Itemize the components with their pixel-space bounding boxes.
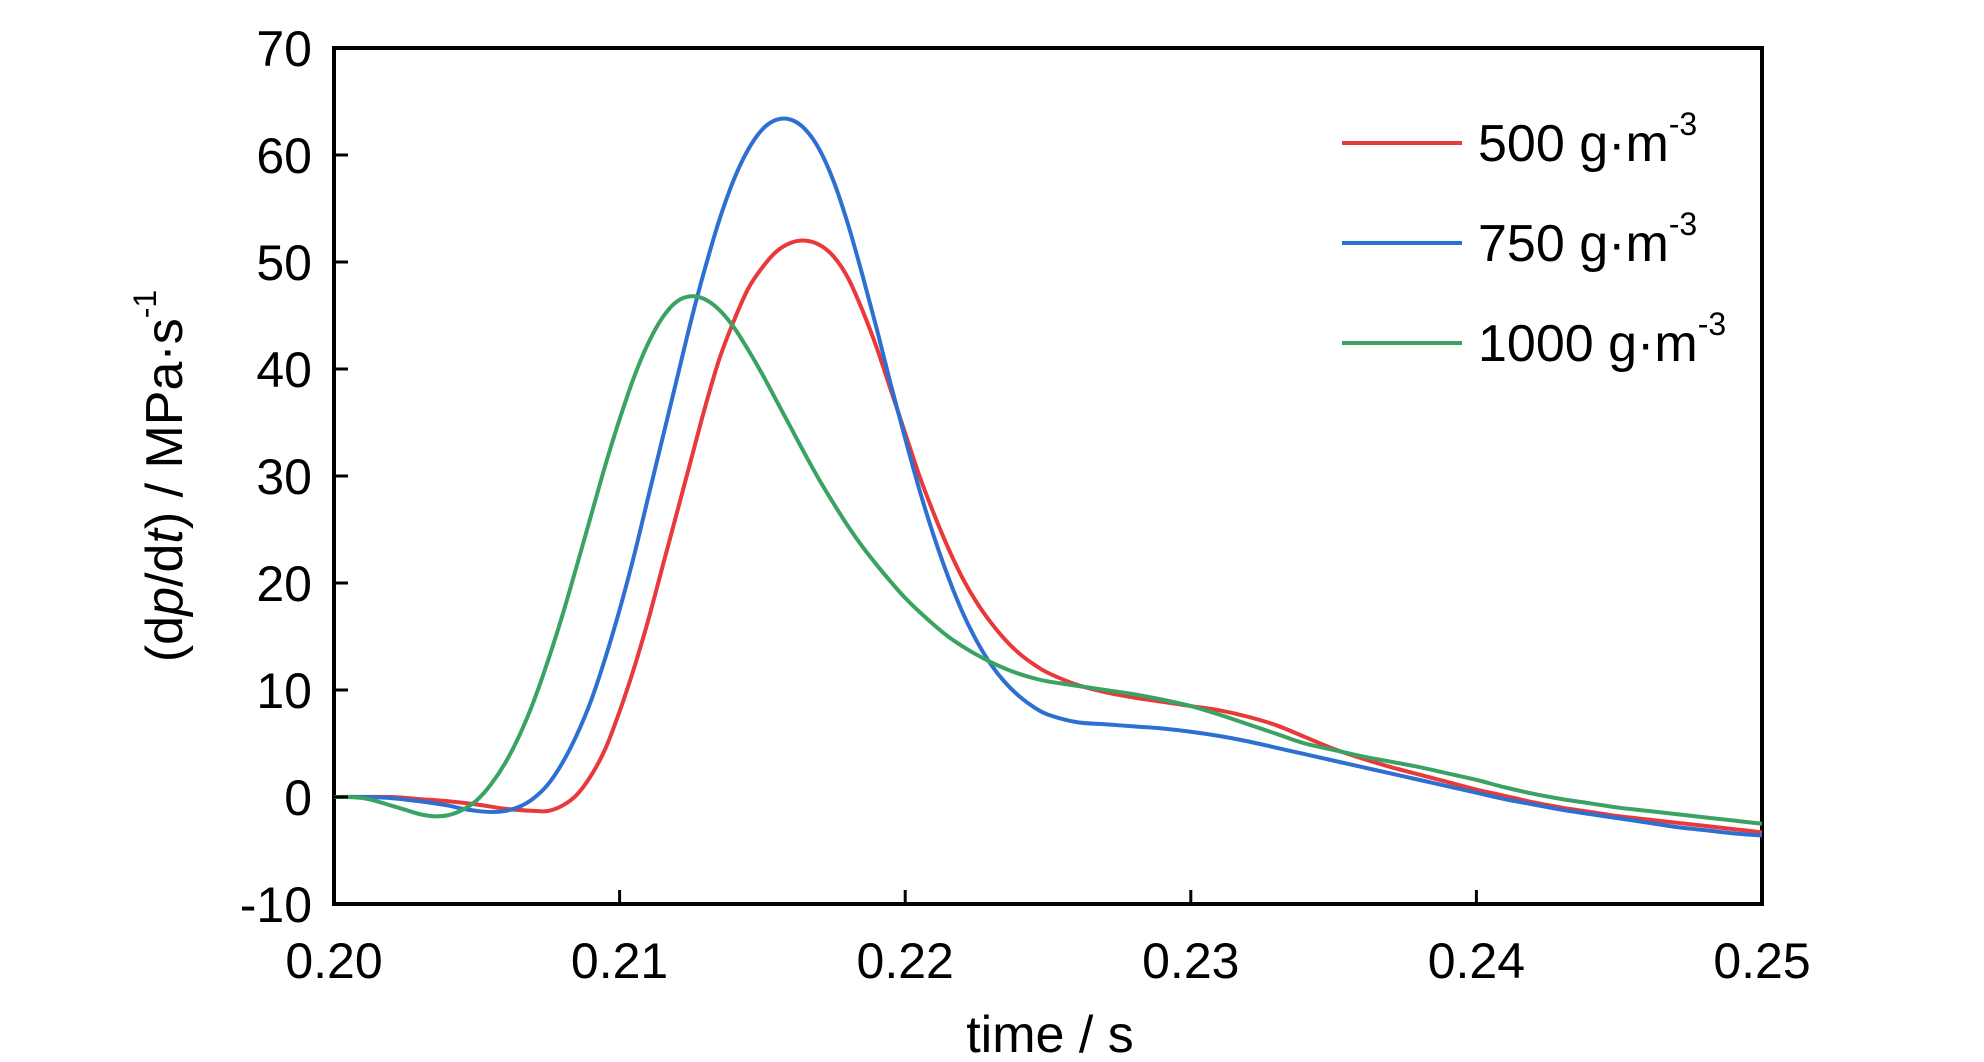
legend-label-750: 750 g·m-3 (1478, 206, 1697, 273)
y-tick-label-4: 30 (256, 449, 312, 505)
series-line-1 (333, 116, 1763, 838)
x-tick-label-4: 0.24 (1428, 933, 1525, 989)
y-axis-label: (dp/dt) / MPa·s-1 (127, 290, 194, 662)
x-tick-label-1: 0.21 (571, 933, 668, 989)
tick-layer: 0.20 0.21 0.22 0.23 0.24 0.25 -10 0 10 20 30 40 50 60… (240, 21, 1811, 989)
legend-label-500: 500 g·m-3 (1478, 106, 1697, 173)
y-tick-label-1: 0 (284, 770, 312, 826)
plot-frame (332, 46, 1764, 906)
series-layer (333, 116, 1763, 838)
series-line-2 (333, 294, 1763, 826)
y-tick-label-2: 10 (256, 663, 312, 719)
x-tick-label-0: 0.20 (285, 933, 382, 989)
legend-item-750: 750 g·m-3 (1342, 206, 1697, 273)
legend-item-500: 500 g·m-3 (1342, 106, 1697, 173)
y-tick-label-7: 60 (256, 128, 312, 184)
legend-label-1000: 1000 g·m-3 (1478, 306, 1726, 373)
legend: 500 g·m-3 750 g·m-3 1000 g·m-3 (1342, 106, 1726, 373)
y-tick-label-6: 50 (256, 235, 312, 291)
legend-item-1000: 1000 g·m-3 (1342, 306, 1726, 373)
x-tick-label-3: 0.23 (1142, 933, 1239, 989)
y-tick-label-0: -10 (240, 877, 312, 933)
y-tick-label-8: 70 (256, 21, 312, 77)
series-line-0 (333, 238, 1763, 835)
x-tick-label-2: 0.22 (857, 933, 954, 989)
y-tick-label-3: 20 (256, 556, 312, 612)
y-tick-label-5: 40 (256, 342, 312, 398)
x-tick-label-5: 0.25 (1713, 933, 1810, 989)
x-axis-label: time / s (966, 1006, 1134, 1062)
